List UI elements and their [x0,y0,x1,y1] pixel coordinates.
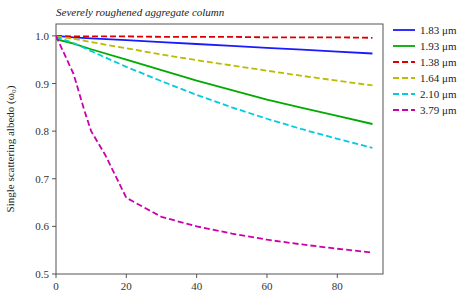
x-tick [126,274,127,278]
series-line [56,37,372,148]
x-tick-label: 80 [332,280,344,292]
x-tick-label: 20 [121,280,133,292]
y-tick-label: 0.6 [35,220,49,232]
y-tick [52,178,56,179]
y-tick [52,35,56,36]
legend-label: 1.38 μm [420,56,457,68]
plot-frame [56,24,383,274]
annotation: Severely roughened aggregate column [56,6,225,18]
y-tick-label: 1.0 [35,30,49,42]
y-tick-label: 0.7 [35,173,49,185]
x-tick-label: 60 [261,280,273,292]
background [0,0,469,298]
series-line [56,36,372,38]
y-tick-label: 0.8 [35,125,49,137]
x-tick [56,274,57,278]
x-tick-label: 0 [53,280,59,292]
y-tick [52,83,56,84]
legend-label: 2.10 μm [420,88,457,100]
x-axis: 0 20 40 60 80 [53,274,343,292]
y-tick [52,226,56,227]
lines [56,36,372,253]
x-tick [196,274,197,278]
y-tick [52,274,56,275]
legend: 1.83 μm 1.93 μm 1.38 μm 1.64 μm 2.10 μm 3.79 … [393,24,457,116]
x-tick [337,274,338,278]
y-tick-label: 0.9 [35,78,49,90]
chart: 0.5 0.6 0.7 0.8 0.9 1.0 0 20 40 60 80 Single scatte… [0,0,469,298]
y-tick [52,131,56,132]
series-line [56,36,372,85]
series-line [56,39,372,124]
y-axis-label: Single scattering albedo (ω₀) [4,85,17,212]
y-tick-label: 0.5 [35,268,49,280]
legend-swatch [393,109,415,111]
legend-label: 3.79 μm [420,104,457,116]
x-tick-label: 40 [191,280,203,292]
legend-label: 1.93 μm [420,40,457,52]
legend-label: 1.83 μm [420,24,457,36]
legend-swatch [393,93,415,95]
y-axis: 0.5 0.6 0.7 0.8 0.9 1.0 [35,30,56,280]
legend-swatch [393,77,415,79]
legend-swatch [393,61,415,63]
legend-label: 1.64 μm [420,72,457,84]
series-line [56,36,372,253]
x-tick [266,274,267,278]
legend-swatch [393,45,415,47]
legend-swatch [393,29,415,31]
